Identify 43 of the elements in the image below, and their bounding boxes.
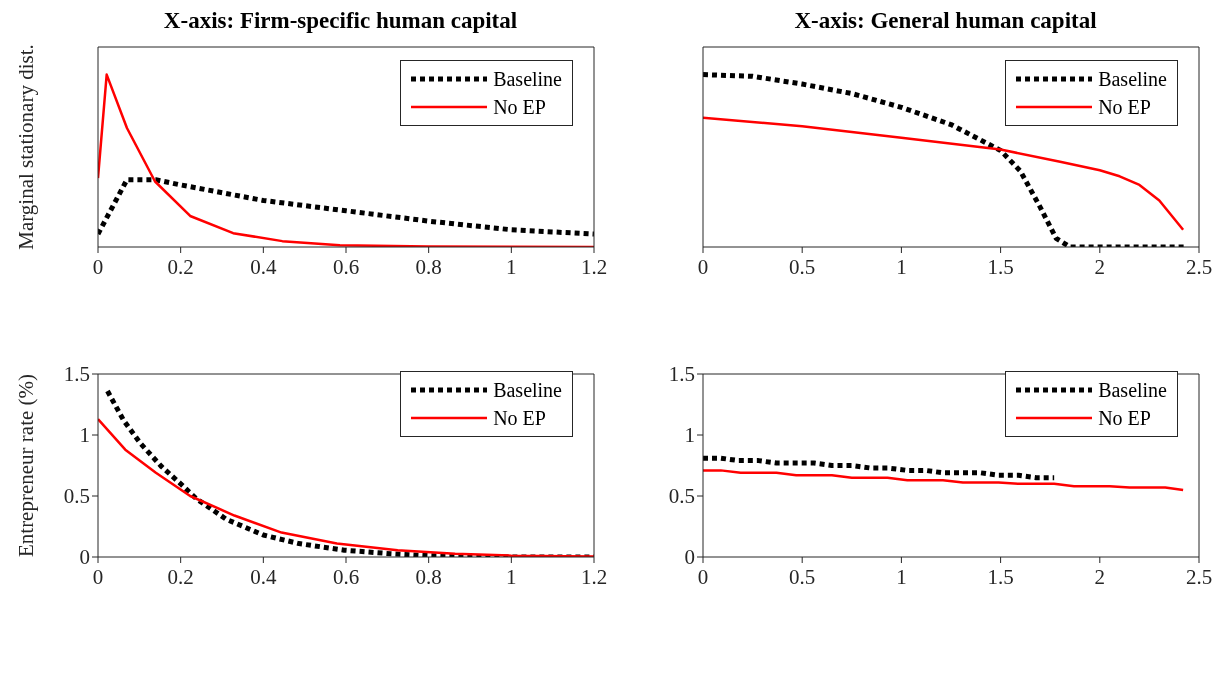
y-tick-label: 0.5 <box>63 484 90 509</box>
x-tick-label: 2 <box>1094 564 1106 589</box>
x-tick-label: 1.2 <box>580 254 608 279</box>
x-tick-label: 0.6 <box>332 564 360 589</box>
x-tick-label: 1 <box>506 564 517 589</box>
x-tick-label: 0.4 <box>250 564 277 589</box>
y-axis-title: Entrepreneur rate (%) <box>14 373 39 558</box>
legend-label: Baseline <box>1098 378 1167 402</box>
x-tick-label: 0.4 <box>250 254 277 279</box>
x-tick-label: 2.5 <box>1185 564 1213 589</box>
y-tick-label: 0 <box>79 545 90 570</box>
x-tick-label: 2.5 <box>1185 254 1213 279</box>
y-tick-label: 1 <box>79 423 90 448</box>
y-tick-label: 1.5 <box>668 362 695 387</box>
x-tick-label: 1 <box>506 254 517 279</box>
x-tick-label: 0.5 <box>789 564 816 589</box>
y-axis-title: Marginal stationary dist. <box>14 44 39 250</box>
y-tick-label: 0.5 <box>668 484 695 509</box>
legend-label: Baseline <box>1098 67 1167 91</box>
x-tick-label: 0.8 <box>415 254 442 279</box>
legend-label: No EP <box>1098 406 1151 430</box>
y-tick-label: 1 <box>684 423 695 448</box>
y-tick-label: 1.5 <box>63 362 90 387</box>
x-tick-label: 1 <box>896 254 907 279</box>
legend-label: Baseline <box>493 67 562 91</box>
x-tick-label: 2 <box>1094 254 1106 279</box>
legend-label: No EP <box>1098 95 1151 119</box>
legend-label: Baseline <box>493 378 562 402</box>
legend-label: No EP <box>493 95 546 119</box>
x-tick-label: 0.6 <box>332 254 360 279</box>
x-tick-label: 1.2 <box>580 564 608 589</box>
legend-label: No EP <box>493 406 546 430</box>
x-tick-label: 0.5 <box>789 254 816 279</box>
line-series <box>703 469 1185 492</box>
x-tick-label: 0.2 <box>167 564 194 589</box>
chart-title: X-axis: Firm-specific human capital <box>162 8 519 35</box>
x-tick-label: 1.5 <box>987 564 1014 589</box>
x-tick-label: 1 <box>896 564 907 589</box>
x-tick-label: 1.5 <box>987 254 1014 279</box>
chart-title: X-axis: General human capital <box>793 8 1098 35</box>
y-tick-label: 0 <box>684 545 695 570</box>
x-tick-label: 0.8 <box>415 564 442 589</box>
x-tick-label: 0.2 <box>167 254 194 279</box>
